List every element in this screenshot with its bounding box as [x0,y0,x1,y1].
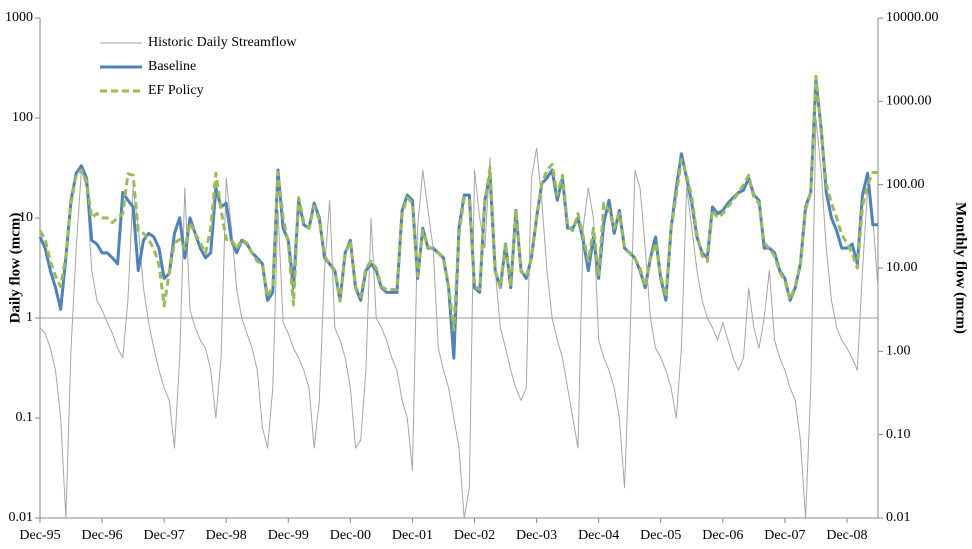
series-line [39,117,879,519]
y2-tick-label: 1.00 [886,344,911,359]
series-line [38,78,878,360]
y2-tick-label: 0.01 [886,510,911,525]
y-tick-label: 0.1 [16,410,34,425]
y2-tick-label: 10.00 [886,260,918,275]
y2-tick-label: 0.10 [886,427,911,442]
legend-label: EF Policy [148,83,204,98]
y-tick-label: 0.01 [9,510,34,525]
x-tick-label: Dec-99 [268,528,309,543]
x-tick-label: Dec-97 [144,528,185,543]
legend-label: Historic Daily Streamflow [148,35,297,50]
legend-label: Baseline [148,59,196,74]
series-line [38,74,878,332]
y2-tick-label: 1000.00 [886,94,932,109]
y-tick-label: 1 [26,310,33,325]
x-tick-label: Dec-08 [826,528,867,543]
x-tick-label: Dec-00 [330,528,371,543]
x-tick-label: Dec-01 [392,528,433,543]
x-tick-label: Dec-07 [764,528,805,543]
x-tick-label: Dec-95 [19,528,60,543]
y-tick-label: 10 [19,210,33,225]
y2-axis-title: Monthly flow (mcm) [953,202,969,334]
y-axis-title: Daily flow (mcm) [7,213,23,324]
x-tick-label: Dec-05 [640,528,681,543]
x-tick-label: Dec-03 [516,528,557,543]
x-tick-label: Dec-06 [702,528,743,543]
x-tick-label: Dec-98 [206,528,247,543]
x-tick-label: Dec-04 [578,528,619,543]
x-tick-label: Dec-02 [454,528,495,543]
y2-tick-label: 10000.00 [886,10,939,25]
x-tick-label: Dec-96 [81,528,122,543]
y2-tick-label: 100.00 [886,177,925,192]
y-tick-label: 1000 [5,10,33,25]
y-tick-label: 100 [12,110,33,125]
